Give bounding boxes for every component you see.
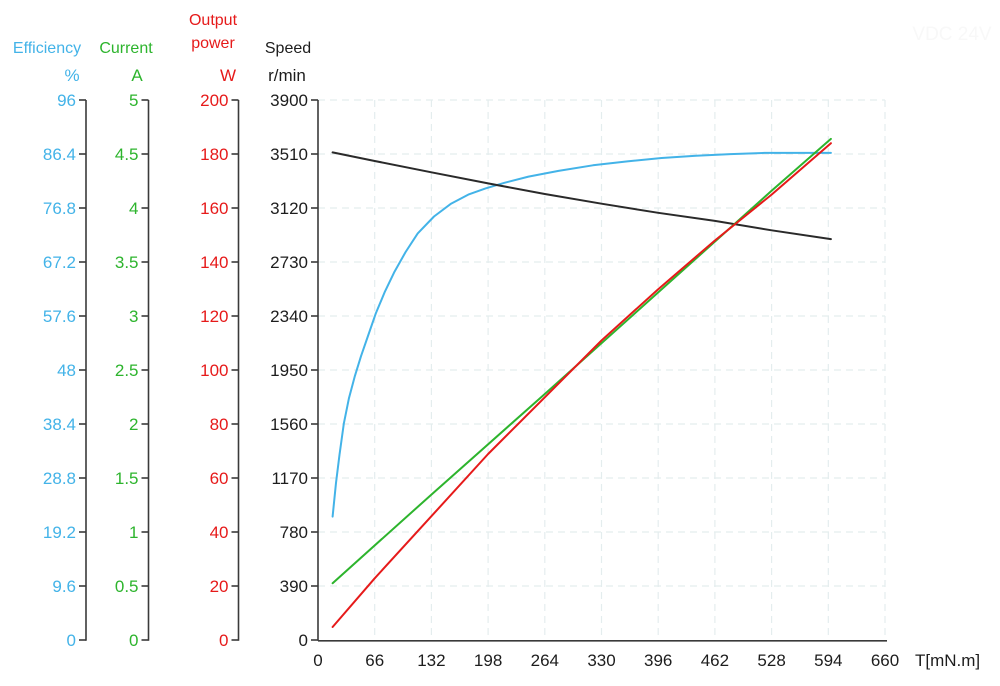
speed-tick-label: 3120 <box>270 199 308 218</box>
speed-tick-label: 780 <box>280 523 308 542</box>
x-tick-label: 462 <box>701 651 729 670</box>
speed-axis-unit: r/min <box>268 66 306 85</box>
watermark: VDC 24V <box>912 24 992 45</box>
power-tick-label: 140 <box>200 253 228 272</box>
x-tick-label: 528 <box>757 651 785 670</box>
efficiency-tick-label: 67.2 <box>43 253 76 272</box>
speed-tick-label: 390 <box>280 577 308 596</box>
power-axis-unit: W <box>219 66 237 85</box>
current-curve <box>331 137 832 585</box>
efficiency-tick-label: 48 <box>57 361 76 380</box>
power-tick-label: 60 <box>210 469 229 488</box>
current-tick-label: 3.5 <box>115 253 139 272</box>
current-tick-label: 4 <box>129 199 138 218</box>
power-axis-title: Output power <box>188 12 238 52</box>
current-axis-unit: A <box>131 66 143 85</box>
efficiency-tick-label: 9.6 <box>52 577 76 596</box>
power-tick-label: 120 <box>200 307 228 326</box>
current-tick-label: 1.5 <box>115 469 139 488</box>
power-tick-label: 200 <box>200 91 228 110</box>
efficiency-curve <box>331 151 832 518</box>
efficiency-axis-unit: % <box>64 66 80 85</box>
current-tick-label: 0.5 <box>115 577 139 596</box>
efficiency-tick-label: 19.2 <box>43 523 76 542</box>
output-power-curve <box>331 142 832 628</box>
speed-tick-label: 1170 <box>271 469 308 488</box>
current-tick-label: 1 <box>129 523 138 542</box>
speed-tick-label: 3510 <box>270 145 308 164</box>
current-tick-label: 4.5 <box>115 145 139 164</box>
efficiency-tick-label: 86.4 <box>43 145 76 164</box>
current-tick-label: 2 <box>129 415 138 434</box>
x-tick-label: 66 <box>365 651 384 670</box>
current-tick-label: 2.5 <box>115 361 139 380</box>
efficiency-tick-label: 0 <box>67 631 76 650</box>
x-axis-title: T[mN.m] <box>915 651 980 670</box>
current-tick-label: 3 <box>129 307 138 326</box>
x-tick-label: 198 <box>474 651 502 670</box>
power-tick-label: 20 <box>210 577 229 596</box>
speed-tick-label: 1950 <box>270 361 308 380</box>
power-tick-label: 180 <box>200 145 228 164</box>
speed-tick-label: 0 <box>299 631 308 650</box>
current-tick-label: 5 <box>129 91 138 110</box>
speed-tick-label: 1560 <box>270 415 308 434</box>
power-tick-label: 100 <box>200 361 228 380</box>
power-tick-label: 80 <box>210 415 229 434</box>
x-tick-label: 594 <box>814 651 842 670</box>
speed-tick-label: 2340 <box>270 307 308 326</box>
x-tick-label: 264 <box>531 651 559 670</box>
speed-tick-label: 2730 <box>270 253 308 272</box>
current-axis-title: Current <box>99 40 153 57</box>
efficiency-tick-label: 96 <box>57 91 76 110</box>
x-tick-label: 396 <box>644 651 672 670</box>
efficiency-tick-label: 76.8 <box>43 199 76 218</box>
speed-tick-label: 3900 <box>270 91 308 110</box>
current-tick-label: 0 <box>129 631 138 650</box>
x-tick-label: 660 <box>871 651 899 670</box>
efficiency-tick-label: 28.8 <box>43 469 76 488</box>
efficiency-tick-label: 57.6 <box>43 307 76 326</box>
speed-axis-title: Speed <box>264 40 312 57</box>
power-tick-label: 160 <box>200 199 228 218</box>
x-tick-label: 330 <box>587 651 615 670</box>
x-tick-label: 0 <box>313 651 322 670</box>
power-tick-label: 0 <box>219 631 228 650</box>
x-tick-label: 132 <box>417 651 445 670</box>
efficiency-axis-title: Efficiency <box>12 40 82 57</box>
power-tick-label: 40 <box>210 523 229 542</box>
efficiency-tick-label: 38.4 <box>43 415 76 434</box>
speed-curve <box>331 151 832 241</box>
